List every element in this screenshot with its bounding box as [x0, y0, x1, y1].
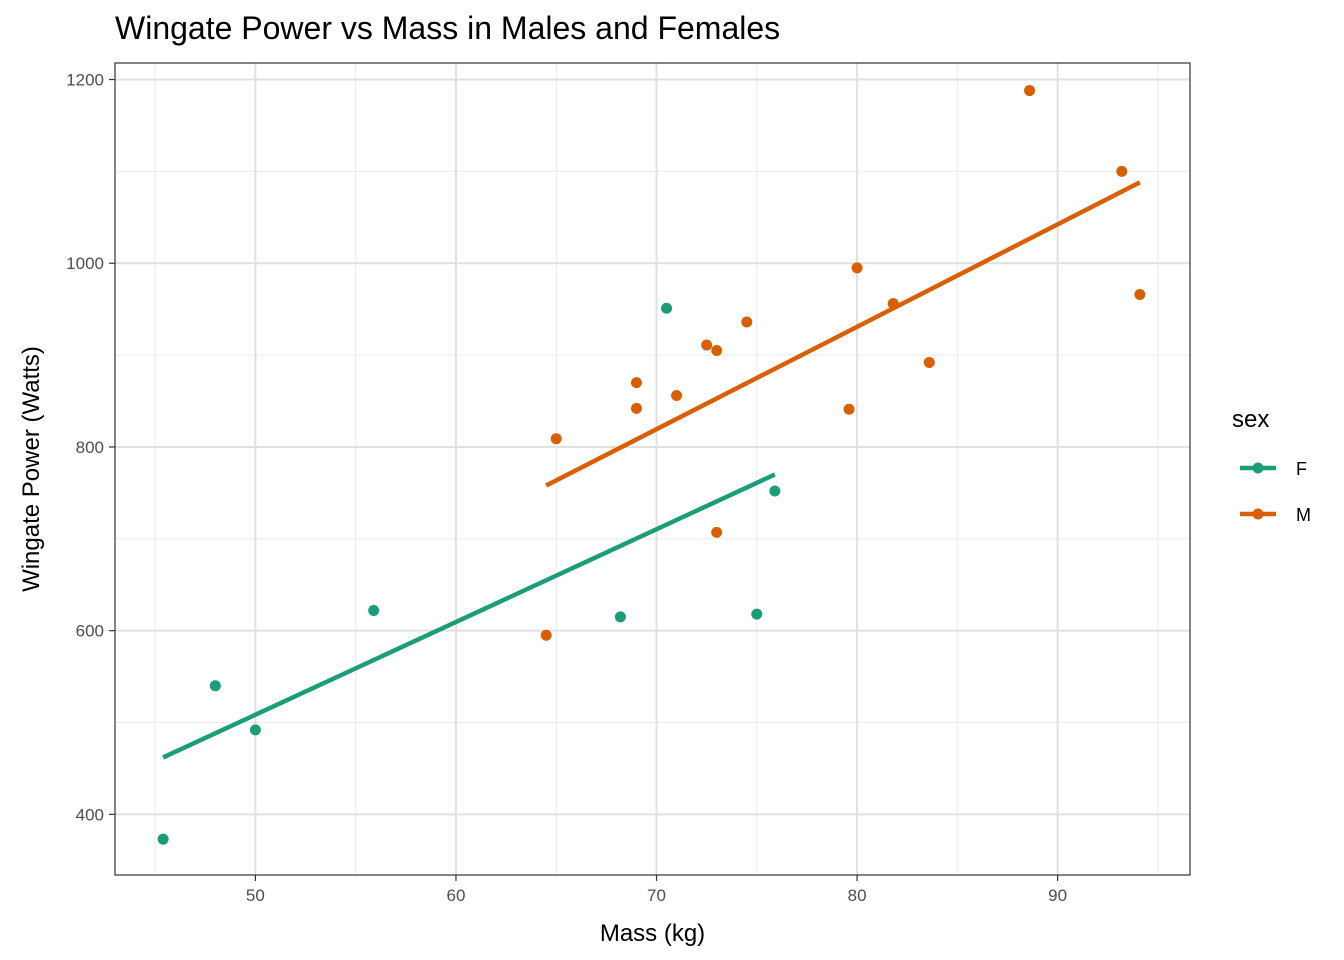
y-axis-ticks: 400 600 800 1000 1200: [66, 71, 115, 824]
x-tick-label: 60: [446, 886, 465, 905]
legend-title: sex: [1232, 406, 1269, 433]
data-point-F: [614, 611, 626, 623]
data-point-M: [540, 629, 552, 641]
legend-key-point-F: [1252, 462, 1264, 474]
data-point-F: [368, 604, 380, 616]
x-tick-label: 50: [246, 886, 265, 905]
data-point-M: [711, 526, 723, 538]
data-point-F: [249, 724, 261, 736]
data-points: [157, 85, 1146, 845]
data-point-F: [769, 485, 781, 497]
data-point-M: [550, 433, 562, 445]
data-point-M: [701, 339, 713, 351]
data-point-M: [887, 298, 899, 310]
legend-key-point-M: [1252, 508, 1264, 520]
data-point-M: [843, 403, 855, 415]
y-tick-label: 600: [76, 622, 104, 641]
data-point-M: [1134, 288, 1146, 300]
y-tick-label: 400: [76, 805, 104, 824]
chart-title: Wingate Power vs Mass in Males and Femal…: [115, 10, 781, 46]
data-point-M: [630, 402, 642, 414]
fit-line-M: [545, 180, 1141, 488]
y-tick-label: 800: [76, 438, 104, 457]
data-point-F: [209, 680, 221, 692]
x-tick-label: 70: [647, 886, 666, 905]
legend: sex F M: [1232, 406, 1311, 525]
legend-label-M: M: [1296, 505, 1311, 525]
data-point-F: [157, 833, 169, 845]
x-axis-title: Mass (kg): [600, 920, 705, 947]
minor-gridlines: [115, 63, 1190, 875]
data-point-M: [741, 316, 753, 328]
data-point-M: [711, 345, 723, 357]
data-point-M: [1024, 85, 1036, 97]
data-point-M: [923, 356, 935, 368]
data-point-M: [630, 377, 642, 389]
data-point-F: [751, 608, 763, 620]
fit-lines: [162, 180, 1141, 760]
y-axis-title: Wingate Power (Watts): [18, 346, 45, 592]
y-tick-label: 1200: [66, 71, 104, 90]
y-tick-label: 1000: [66, 254, 104, 273]
data-point-F: [661, 302, 673, 314]
legend-label-F: F: [1296, 459, 1307, 479]
x-tick-label: 80: [848, 886, 867, 905]
fit-line-F: [162, 472, 776, 760]
major-gridlines: [115, 63, 1190, 875]
data-point-M: [671, 390, 683, 402]
x-tick-label: 90: [1048, 886, 1067, 905]
data-point-M: [851, 262, 863, 274]
data-point-M: [1116, 165, 1128, 177]
x-axis-ticks: 50 60 70 80 90: [246, 875, 1067, 905]
panel-border: [114, 62, 1191, 876]
